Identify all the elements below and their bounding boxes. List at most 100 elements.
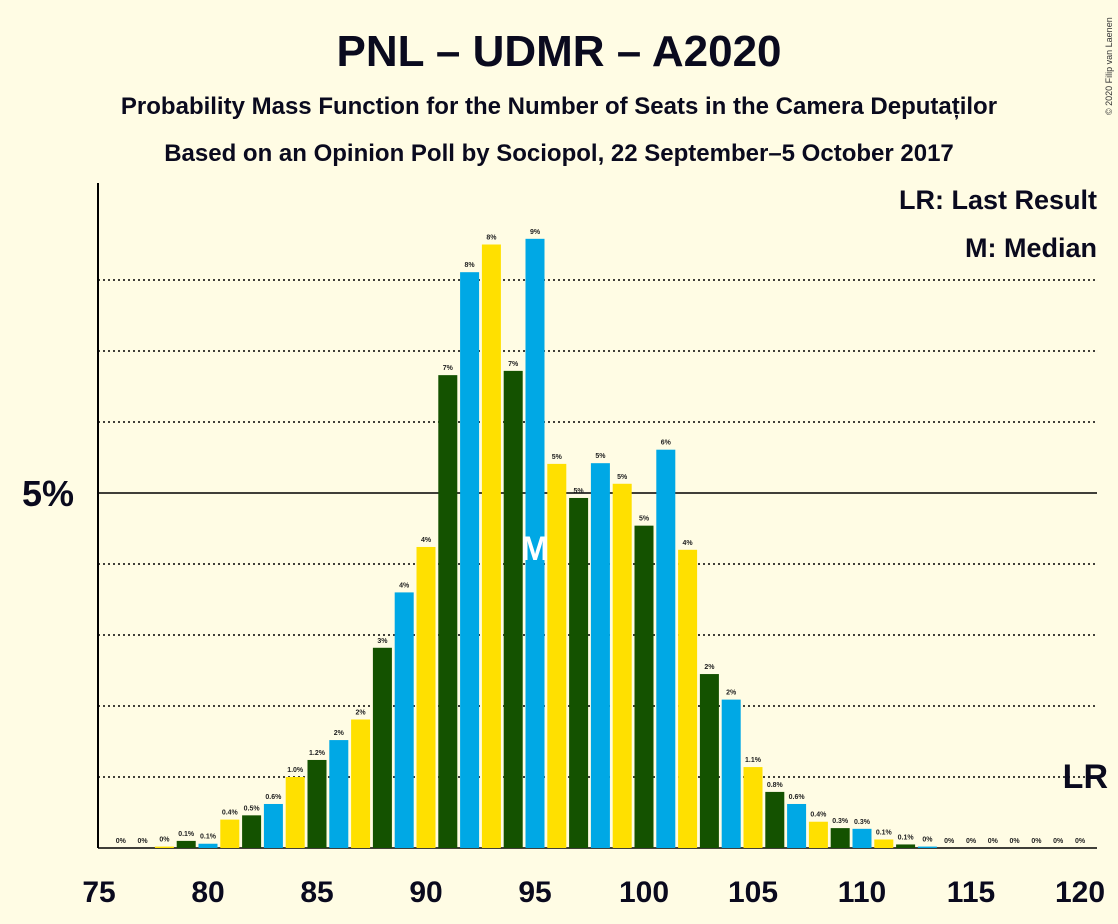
legend-last-result: LR: Last Result bbox=[899, 185, 1097, 215]
bar-seat-91 bbox=[438, 375, 458, 848]
x-tick-105: 105 bbox=[728, 876, 778, 909]
bar-seat-108 bbox=[808, 821, 828, 848]
bar-seat-84 bbox=[285, 777, 305, 848]
data-label-seat-107: 0.6% bbox=[789, 794, 806, 801]
data-label-seat-93: 8% bbox=[486, 235, 497, 242]
x-tick-85: 85 bbox=[300, 876, 333, 909]
bar-seat-107 bbox=[787, 803, 807, 848]
data-label-seat-106: 0.8% bbox=[767, 782, 784, 789]
data-labels: 0% 0% 0% 0.1% 0.1% 0.4% 0.5% 0.6% 1.0% 1.2% 2% 2% 3%… bbox=[116, 229, 1086, 845]
x-tick-80: 80 bbox=[191, 876, 224, 909]
bar-seat-110 bbox=[852, 828, 872, 848]
data-label-seat-82: 0.5% bbox=[244, 805, 261, 812]
bar-seat-87 bbox=[351, 719, 371, 848]
data-label-seat-94: 7% bbox=[508, 361, 519, 368]
bar-seat-92 bbox=[460, 272, 480, 848]
data-label-seat-101: 6% bbox=[661, 440, 672, 447]
x-tick-110: 110 bbox=[838, 876, 886, 909]
bar-seat-94 bbox=[503, 370, 523, 848]
bar-seat-103 bbox=[699, 674, 719, 848]
bar-seat-78 bbox=[154, 846, 174, 848]
data-label-seat-100: 5% bbox=[639, 516, 650, 523]
x-tick-labels: 75 80 85 90 95 100 105 110 115 120 bbox=[82, 876, 1105, 909]
data-label-seat-87: 2% bbox=[356, 709, 367, 716]
bar-seat-101 bbox=[656, 449, 676, 848]
data-label-seat-118: 0% bbox=[1031, 838, 1042, 845]
data-label-seat-102: 4% bbox=[683, 540, 694, 547]
data-label-seat-120: 0% bbox=[1075, 838, 1086, 845]
bar-seat-105 bbox=[743, 767, 763, 848]
chart-subtitle-2: Based on an Opinion Poll by Sociopol, 22… bbox=[164, 140, 954, 167]
data-label-seat-90: 4% bbox=[421, 537, 432, 544]
copyright: © 2020 Filip van Laenen bbox=[1104, 17, 1114, 115]
bar-seat-80 bbox=[198, 843, 218, 848]
data-label-seat-78: 0% bbox=[159, 837, 170, 844]
bar-seat-83 bbox=[263, 803, 283, 848]
bar-seat-89 bbox=[394, 592, 414, 848]
data-label-seat-109: 0.3% bbox=[832, 818, 849, 825]
bar-seat-106 bbox=[765, 791, 785, 848]
bar-seat-96 bbox=[547, 463, 567, 848]
bar-seat-90 bbox=[416, 546, 436, 848]
bar-seat-102 bbox=[678, 549, 698, 848]
data-label-seat-77: 0% bbox=[138, 838, 149, 845]
data-label-seat-113: 0% bbox=[922, 837, 933, 844]
data-label-seat-89: 4% bbox=[399, 582, 410, 589]
bar-seat-100 bbox=[634, 525, 654, 848]
chart-title: PNL – UDMR – A2020 bbox=[336, 27, 781, 76]
x-tick-95: 95 bbox=[518, 876, 551, 909]
data-label-seat-116: 0% bbox=[988, 838, 999, 845]
x-tick-75: 75 bbox=[82, 876, 115, 909]
bar-seat-97 bbox=[569, 497, 589, 848]
y-tick-label: 5% bbox=[22, 473, 74, 514]
data-label-seat-95: 9% bbox=[530, 229, 541, 236]
data-label-seat-112: 0.1% bbox=[898, 834, 915, 841]
bars bbox=[154, 238, 937, 848]
x-tick-90: 90 bbox=[409, 876, 442, 909]
data-label-seat-114: 0% bbox=[944, 838, 955, 845]
x-tick-120: 120 bbox=[1055, 876, 1105, 909]
data-label-seat-99: 5% bbox=[617, 474, 628, 481]
bar-seat-81 bbox=[220, 819, 240, 848]
x-tick-100: 100 bbox=[619, 876, 669, 909]
median-marker: M bbox=[521, 530, 549, 568]
data-label-seat-111: 0.1% bbox=[876, 829, 893, 836]
data-label-seat-115: 0% bbox=[966, 838, 977, 845]
data-label-seat-83: 0.6% bbox=[265, 794, 282, 801]
data-label-seat-85: 1.2% bbox=[309, 750, 326, 757]
bar-seat-109 bbox=[830, 828, 850, 848]
x-tick-115: 115 bbox=[947, 876, 995, 909]
chart-subtitle: Probability Mass Function for the Number… bbox=[121, 93, 997, 120]
bar-seat-111 bbox=[874, 839, 894, 848]
data-label-seat-108: 0.4% bbox=[810, 812, 827, 819]
data-label-seat-119: 0% bbox=[1053, 838, 1064, 845]
bar-seat-98 bbox=[590, 463, 610, 848]
bar-seat-99 bbox=[612, 483, 632, 848]
bar-seat-104 bbox=[721, 699, 741, 848]
data-label-seat-91: 7% bbox=[443, 365, 454, 372]
data-label-seat-88: 3% bbox=[377, 638, 388, 645]
data-label-seat-117: 0% bbox=[1010, 838, 1021, 845]
bar-seat-85 bbox=[307, 759, 327, 848]
bar-seat-86 bbox=[329, 740, 349, 848]
data-label-seat-96: 5% bbox=[552, 454, 563, 461]
bar-seat-93 bbox=[481, 244, 501, 848]
data-label-seat-98: 5% bbox=[595, 453, 606, 460]
legend-median: M: Median bbox=[965, 233, 1097, 263]
data-label-seat-103: 2% bbox=[704, 664, 715, 671]
data-label-seat-105: 1.1% bbox=[745, 757, 762, 764]
data-label-seat-86: 2% bbox=[334, 730, 345, 737]
data-label-seat-92: 8% bbox=[465, 262, 476, 269]
data-label-seat-97: 5% bbox=[574, 488, 585, 495]
bar-seat-79 bbox=[176, 840, 196, 848]
data-label-seat-80: 0.1% bbox=[200, 834, 217, 841]
data-label-seat-81: 0.4% bbox=[222, 810, 239, 817]
data-label-seat-110: 0.3% bbox=[854, 819, 871, 826]
bar-seat-82 bbox=[242, 815, 262, 848]
data-label-seat-104: 2% bbox=[726, 690, 737, 697]
bar-seat-112 bbox=[896, 844, 916, 848]
bar-seat-95 bbox=[525, 238, 545, 848]
bar-seat-88 bbox=[372, 647, 392, 848]
data-label-seat-84: 1.0% bbox=[287, 767, 304, 774]
